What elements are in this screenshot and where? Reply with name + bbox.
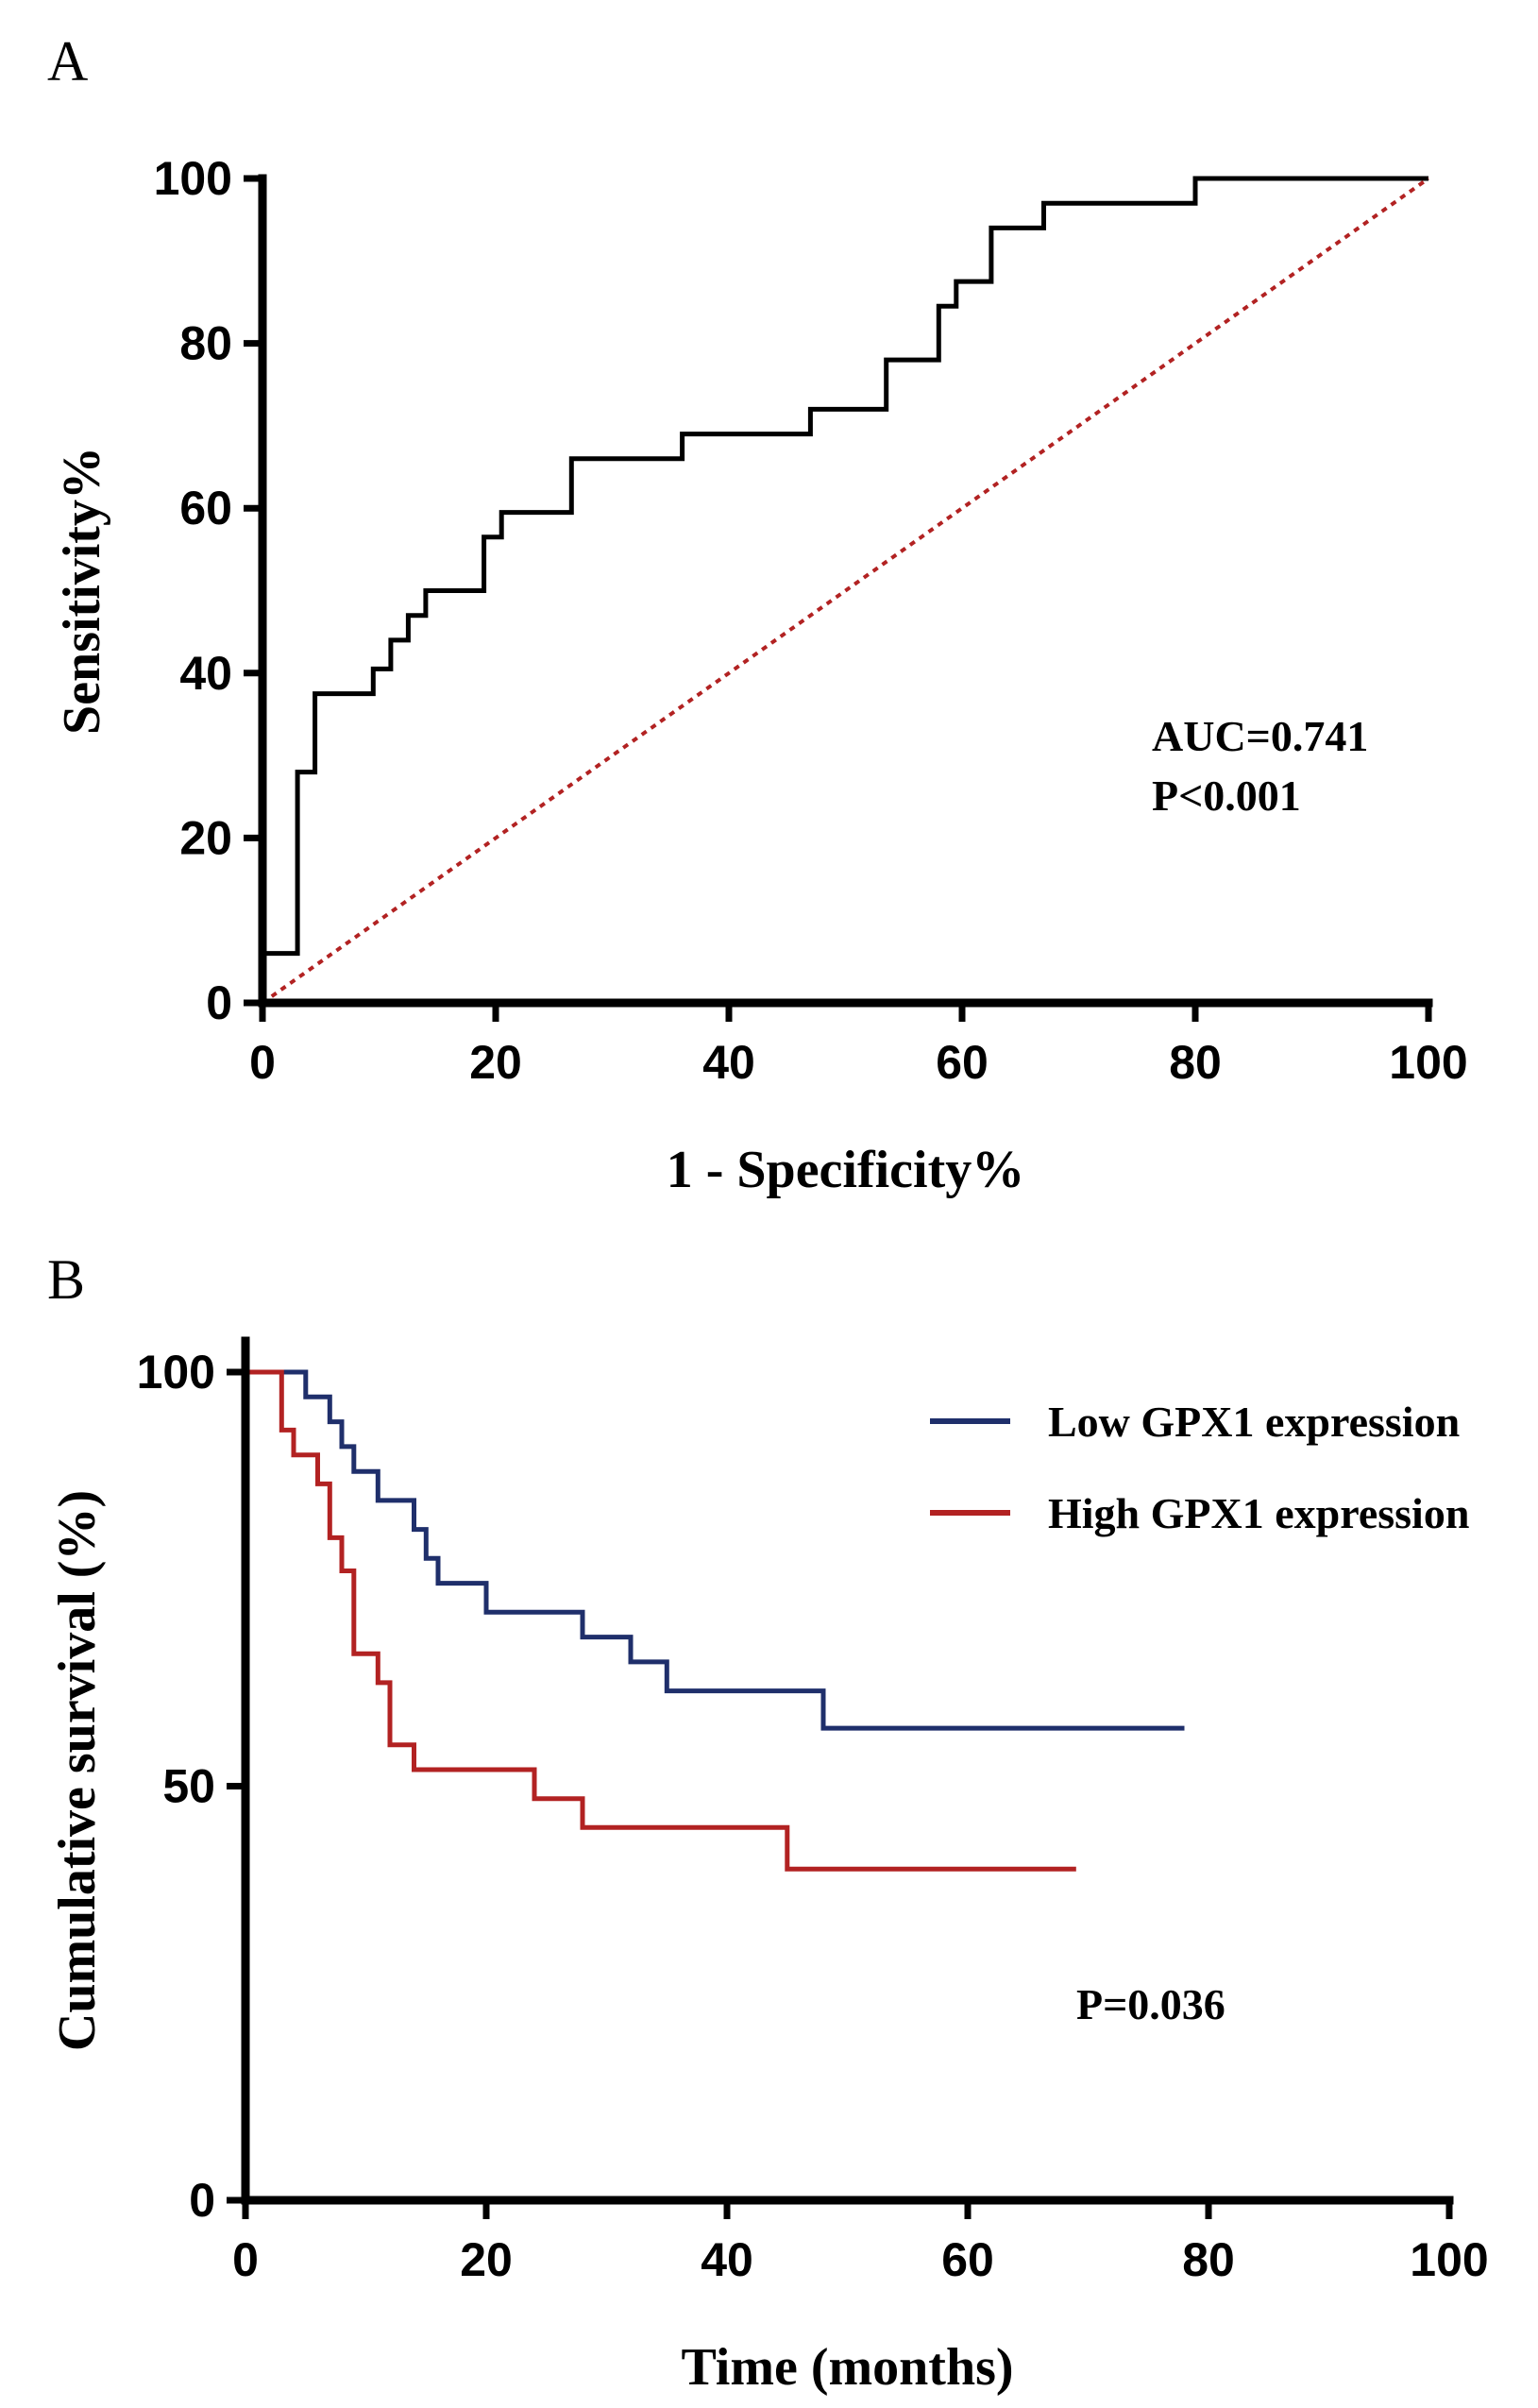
- series-line-0: [245, 1369, 1185, 1731]
- survival-y-axis-title: Cumulative survival (%): [48, 1490, 107, 2051]
- survival-p-value-annotation: P=0.036: [1076, 1980, 1225, 2028]
- y-tick-label: 0: [189, 2174, 215, 2227]
- x-tick-label: 40: [701, 2233, 753, 2286]
- y-tick-label: 50: [162, 1760, 215, 1813]
- roc-x-axis-title: 1 - Specificity%: [667, 1141, 1024, 1199]
- roc-series: [260, 176, 1430, 1005]
- x-tick-label: 60: [936, 1036, 989, 1089]
- legend-label-1: High GPX1 expression: [1048, 1489, 1469, 1537]
- survival-series: [245, 1369, 1185, 1872]
- roc-p-value-annotation: P<0.001: [1152, 772, 1301, 820]
- y-tick-label: 100: [154, 152, 232, 205]
- y-tick-label: 0: [206, 976, 232, 1029]
- survival-ticks: 0 20 40 60 80 100 0 50 100: [137, 1346, 1489, 2286]
- x-tick-label: 0: [249, 1036, 276, 1089]
- panel-b-survival: B 0 20 40 60 80 100 0 50 100 Time (months) Cumul…: [47, 1248, 1489, 2397]
- roc-y-axis-title: Sensitivity%: [53, 447, 111, 735]
- x-tick-label: 100: [1410, 2233, 1488, 2286]
- y-tick-label: 60: [179, 482, 232, 534]
- y-tick-label: 80: [179, 317, 232, 370]
- x-tick-label: 80: [1169, 1036, 1222, 1089]
- panel-b-letter: B: [47, 1248, 85, 1311]
- y-tick-label: 40: [179, 647, 232, 700]
- y-tick-label: 100: [137, 1346, 215, 1399]
- y-tick-label: 20: [179, 811, 232, 864]
- panel-a-roc: A 0 20 40 60 80 100 0 20 40 60 80 100 1 - Specifici…: [47, 30, 1468, 1199]
- x-tick-label: 100: [1389, 1036, 1467, 1089]
- legend-label-0: Low GPX1 expression: [1048, 1398, 1460, 1446]
- panel-a-letter: A: [47, 30, 88, 93]
- x-tick-label: 80: [1182, 2233, 1235, 2286]
- survival-legend: Low GPX1 expression High GPX1 expression: [930, 1398, 1469, 1537]
- roc-ticks: 0 20 40 60 80 100 0 20 40 60 80 100: [154, 152, 1468, 1089]
- x-tick-label: 20: [469, 1036, 522, 1089]
- series-line-0: [260, 176, 1428, 1003]
- x-tick-label: 0: [232, 2233, 259, 2286]
- x-tick-label: 40: [702, 1036, 755, 1089]
- x-tick-label: 20: [460, 2233, 513, 2286]
- series-line-1: [245, 1369, 1076, 1872]
- x-tick-label: 60: [941, 2233, 994, 2286]
- auc-annotation: AUC=0.741: [1152, 712, 1368, 760]
- survival-x-axis-title: Time (months): [681, 2338, 1013, 2397]
- series-line-1: [261, 177, 1430, 1005]
